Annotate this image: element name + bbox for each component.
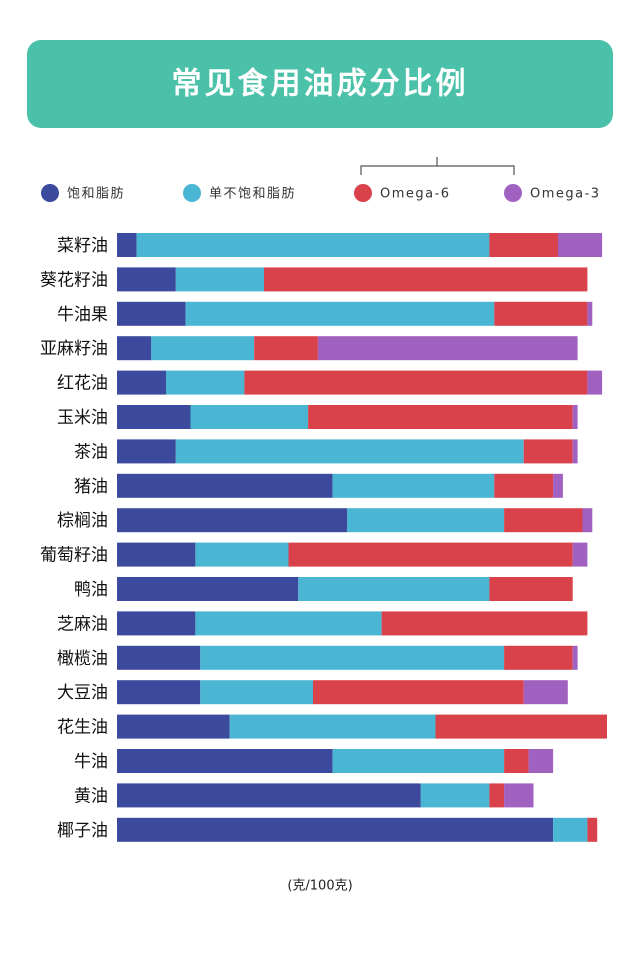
bar-segment xyxy=(494,301,588,326)
bar-segment xyxy=(117,611,196,636)
legend-label: Omega-3 xyxy=(530,187,601,202)
bar-segment xyxy=(117,267,176,292)
bar-segment xyxy=(200,645,505,670)
bar-segment xyxy=(582,508,593,533)
bar-segment xyxy=(117,473,333,498)
bar-segment xyxy=(317,336,578,361)
legend-label: Omega-6 xyxy=(380,187,451,202)
y-tick-label: 棕榈油 xyxy=(57,511,108,531)
y-tick-label: 鸭油 xyxy=(74,580,108,600)
bar-segment xyxy=(332,473,495,498)
bar-segment xyxy=(523,680,568,705)
bar-segment xyxy=(190,405,309,429)
bar-segment xyxy=(572,405,578,429)
y-tick-label: 花生油 xyxy=(57,718,108,738)
bar-segment xyxy=(572,542,588,567)
y-tick-label: 葵花籽油 xyxy=(40,270,108,290)
bar-segment xyxy=(117,370,166,395)
bar-segment xyxy=(553,473,563,498)
bar-segment xyxy=(117,439,176,464)
bar-segment xyxy=(558,233,603,257)
bar-segment xyxy=(288,542,573,567)
y-tick-label: 黄油 xyxy=(74,786,108,806)
y-tick-label: 红花油 xyxy=(57,374,108,394)
y-tick-label: 芝麻油 xyxy=(57,614,108,634)
bar-segment xyxy=(572,439,578,464)
bar-segment xyxy=(117,336,152,361)
legend-label: 单不饱和脂肪 xyxy=(209,186,296,202)
bar-segment xyxy=(200,680,313,705)
y-tick-label: 牛油 xyxy=(74,752,108,772)
y-tick-label: 猪油 xyxy=(74,477,108,497)
bar-segment xyxy=(313,680,524,705)
bar-segment xyxy=(195,542,289,567)
chart-title: 常见食用油成分比例 xyxy=(172,67,469,102)
bar-segment xyxy=(254,336,318,361)
bar-segment xyxy=(117,680,201,705)
bar-segment xyxy=(195,611,382,636)
bar-segment xyxy=(587,301,593,326)
bar-segment xyxy=(308,405,573,429)
bar-segment xyxy=(185,301,495,326)
y-tick-label: 茶油 xyxy=(74,442,108,462)
bar-segment xyxy=(523,439,573,464)
bar-segment xyxy=(553,817,588,842)
bar-segment xyxy=(264,267,588,292)
legend-marker xyxy=(504,184,522,202)
bar-segment xyxy=(587,370,603,395)
bar-segment xyxy=(298,577,490,601)
bar-segment xyxy=(332,749,505,773)
bar-segment xyxy=(117,714,230,739)
bar-segment xyxy=(504,645,573,670)
bar-segment xyxy=(117,817,554,842)
y-tick-label: 菜籽油 xyxy=(57,236,108,256)
bar-segment xyxy=(117,508,348,533)
omega-bracket xyxy=(360,157,515,175)
bar-segment xyxy=(504,508,583,533)
bar-segment xyxy=(117,749,333,773)
x-axis-label: (克/100克) xyxy=(287,879,352,894)
bar-segment xyxy=(435,714,607,739)
bar-segment xyxy=(117,577,299,601)
bar-segment xyxy=(244,370,588,395)
bar-segment xyxy=(117,645,201,670)
y-tick-label: 大豆油 xyxy=(57,683,108,703)
bar-segment xyxy=(117,233,137,257)
y-tick-label: 橄榄油 xyxy=(57,649,108,669)
bar-segment xyxy=(166,370,245,395)
bar-segment xyxy=(489,783,505,808)
bar-segment xyxy=(494,473,554,498)
y-tick-label: 葡萄籽油 xyxy=(40,546,108,566)
bar-segment xyxy=(587,817,598,842)
bar-segment xyxy=(175,267,264,292)
bar-segment xyxy=(136,233,490,257)
y-tick-label: 玉米油 xyxy=(57,408,108,428)
y-tick-label: 椰子油 xyxy=(57,821,108,841)
bar-segment xyxy=(151,336,255,361)
bar-segment xyxy=(572,645,578,670)
bar-segment xyxy=(229,714,436,739)
bar-segment xyxy=(117,301,186,326)
legend-label: 饱和脂肪 xyxy=(67,186,125,202)
bar-segment xyxy=(528,749,554,773)
bar-segment xyxy=(117,405,191,429)
bar-segment xyxy=(117,542,196,567)
bar-segment xyxy=(489,577,573,601)
legend-marker xyxy=(354,184,372,202)
bar-segment xyxy=(504,749,529,773)
bar-segment xyxy=(420,783,490,808)
bar-segment xyxy=(117,783,421,808)
bar-segment xyxy=(347,508,505,533)
bar-segment xyxy=(381,611,588,636)
bar-segment xyxy=(489,233,558,257)
legend-marker xyxy=(41,184,59,202)
bar-segment xyxy=(175,439,524,464)
title-box xyxy=(27,40,613,128)
legend-marker xyxy=(183,184,201,202)
bar-segment xyxy=(504,783,534,808)
y-tick-label: 亚麻籽油 xyxy=(40,339,108,359)
y-tick-label: 牛油果 xyxy=(57,305,108,325)
